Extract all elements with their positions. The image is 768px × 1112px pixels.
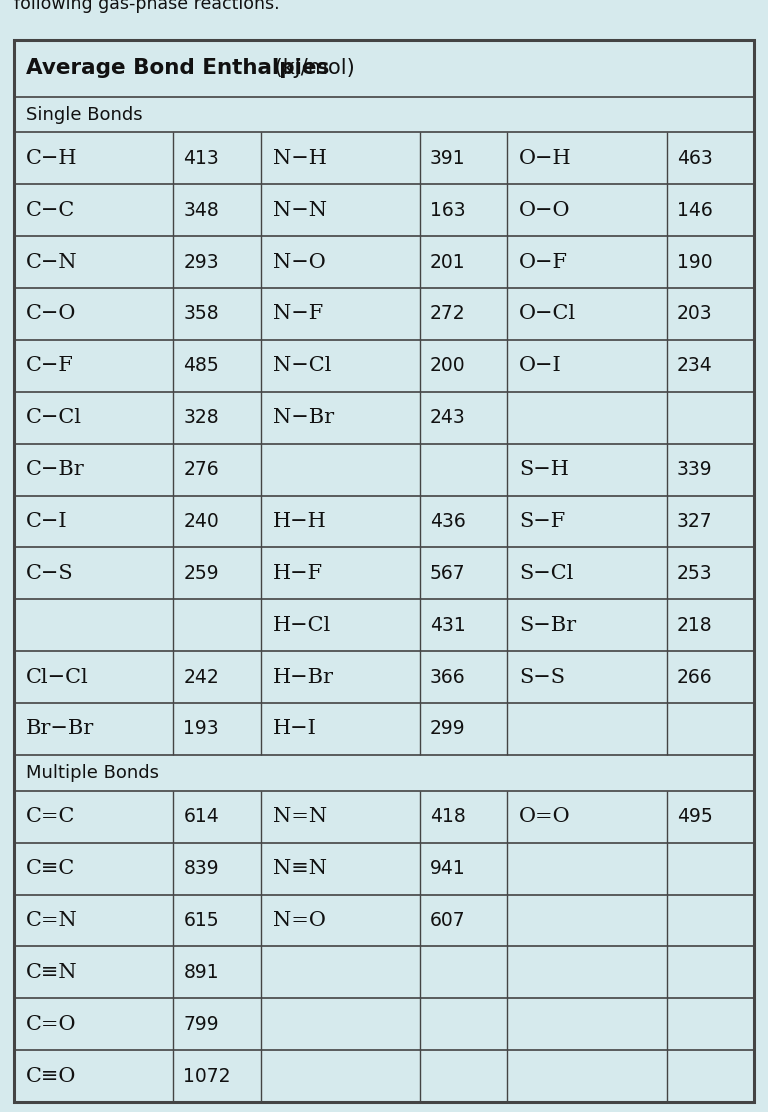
Text: C−F: C−F (26, 356, 74, 376)
Text: 436: 436 (430, 512, 465, 532)
Text: 253: 253 (677, 564, 712, 583)
Text: 495: 495 (677, 807, 713, 826)
Text: O=O: O=O (519, 807, 571, 826)
Text: 276: 276 (184, 460, 219, 479)
Text: S−H: S−H (519, 460, 569, 479)
Text: C−H: C−H (26, 149, 78, 168)
Text: 391: 391 (430, 149, 465, 168)
Text: C≡N: C≡N (26, 963, 78, 982)
Text: C−Cl: C−Cl (26, 408, 82, 427)
Text: C−S: C−S (26, 564, 74, 583)
Text: N−H: N−H (273, 149, 326, 168)
Text: 203: 203 (677, 305, 712, 324)
Text: H−Br: H−Br (273, 667, 333, 686)
Text: 218: 218 (677, 616, 712, 635)
Text: 799: 799 (184, 1014, 219, 1034)
Text: Cl−Cl: Cl−Cl (26, 667, 89, 686)
Text: 431: 431 (430, 616, 465, 635)
Text: 240: 240 (184, 512, 219, 532)
Text: C≡C: C≡C (26, 860, 75, 878)
Text: 366: 366 (430, 667, 465, 686)
Text: C−N: C−N (26, 252, 78, 271)
Text: 615: 615 (184, 911, 219, 930)
Text: C=O: C=O (26, 1014, 77, 1034)
Text: N−Cl: N−Cl (273, 356, 331, 376)
Text: 293: 293 (184, 252, 219, 271)
Text: N−F: N−F (273, 305, 323, 324)
Text: C=N: C=N (26, 911, 78, 930)
Text: 328: 328 (184, 408, 219, 427)
Text: 200: 200 (430, 356, 465, 376)
Text: 190: 190 (677, 252, 712, 271)
Text: H−Cl: H−Cl (273, 616, 331, 635)
Text: C≡O: C≡O (26, 1066, 76, 1085)
Text: 418: 418 (430, 807, 465, 826)
Text: N−Br: N−Br (273, 408, 334, 427)
Text: Average Bond Enthalpies: Average Bond Enthalpies (26, 58, 329, 78)
Text: 146: 146 (677, 201, 713, 220)
Text: 941: 941 (430, 860, 465, 878)
Text: S−Cl: S−Cl (519, 564, 574, 583)
Text: 1072: 1072 (184, 1066, 230, 1085)
Text: O−Cl: O−Cl (519, 305, 577, 324)
Text: Multiple Bonds: Multiple Bonds (26, 764, 159, 782)
Text: 163: 163 (430, 201, 465, 220)
Text: 614: 614 (184, 807, 219, 826)
Text: S−S: S−S (519, 667, 565, 686)
Text: 266: 266 (677, 667, 712, 686)
Text: 234: 234 (677, 356, 713, 376)
Text: S−F: S−F (519, 512, 565, 532)
Text: 193: 193 (184, 719, 219, 738)
Text: O−I: O−I (519, 356, 562, 376)
Text: O−F: O−F (519, 252, 568, 271)
Text: 839: 839 (184, 860, 219, 878)
Text: following gas-phase reactions.: following gas-phase reactions. (14, 0, 280, 13)
Text: H−F: H−F (273, 564, 323, 583)
Text: 259: 259 (184, 564, 219, 583)
Text: C−O: C−O (26, 305, 76, 324)
Text: Br−Br: Br−Br (26, 719, 94, 738)
Text: 348: 348 (184, 201, 219, 220)
Text: 413: 413 (184, 149, 219, 168)
Text: H−I: H−I (273, 719, 316, 738)
Text: C=C: C=C (26, 807, 75, 826)
Text: N−N: N−N (273, 201, 326, 220)
Text: N=O: N=O (273, 911, 326, 930)
Text: 242: 242 (184, 667, 219, 686)
Text: 272: 272 (430, 305, 465, 324)
Text: C−C: C−C (26, 201, 75, 220)
Text: 567: 567 (430, 564, 465, 583)
Text: 891: 891 (184, 963, 219, 982)
Text: 327: 327 (677, 512, 712, 532)
Text: 201: 201 (430, 252, 465, 271)
Text: 339: 339 (677, 460, 712, 479)
Text: O−O: O−O (519, 201, 571, 220)
Text: 358: 358 (184, 305, 219, 324)
Text: 607: 607 (430, 911, 465, 930)
Text: O−H: O−H (519, 149, 572, 168)
Text: N=N: N=N (273, 807, 327, 826)
Text: N−O: N−O (273, 252, 326, 271)
Text: C−Br: C−Br (26, 460, 84, 479)
Text: 243: 243 (430, 408, 465, 427)
Text: S−Br: S−Br (519, 616, 577, 635)
Text: H−H: H−H (273, 512, 326, 532)
Text: 299: 299 (430, 719, 465, 738)
Text: (kJ/mol): (kJ/mol) (268, 58, 355, 78)
Text: C−I: C−I (26, 512, 68, 532)
Text: 485: 485 (184, 356, 219, 376)
Text: 463: 463 (677, 149, 713, 168)
Text: Single Bonds: Single Bonds (26, 106, 143, 123)
Text: N≡N: N≡N (273, 860, 326, 878)
